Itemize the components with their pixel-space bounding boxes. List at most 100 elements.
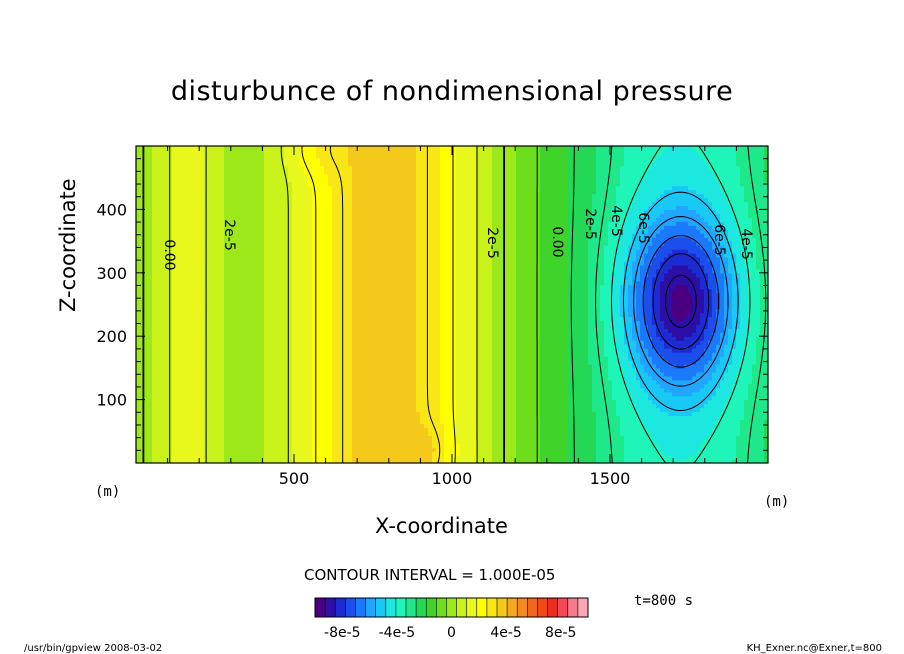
field-cell [368, 391, 373, 397]
field-cell [184, 252, 189, 258]
field-cell [168, 157, 173, 163]
field-cell [344, 344, 349, 349]
field-cell [384, 348, 389, 353]
field-cell [152, 383, 157, 389]
field-cell [316, 304, 321, 310]
field-cell [384, 359, 389, 365]
field-cell [332, 395, 337, 401]
field-cell [156, 276, 161, 282]
field-cell [228, 173, 233, 179]
field-cell [332, 324, 337, 329]
field-cell [324, 316, 329, 321]
field-cell [300, 419, 305, 424]
field-cell [376, 320, 381, 325]
field-cell [148, 411, 153, 417]
field-cell [304, 229, 309, 234]
field-cell [280, 415, 285, 421]
field-cell [224, 459, 229, 463]
field-cell [188, 209, 193, 214]
field-cell [320, 443, 325, 448]
field-cell [372, 209, 377, 214]
field-cell [200, 403, 205, 409]
field-cell [140, 276, 145, 282]
field-cell [268, 268, 273, 274]
field-cell [156, 336, 161, 341]
field-cell [244, 146, 249, 151]
field-cell [276, 336, 281, 341]
field-cell [212, 252, 217, 258]
field-cell [244, 157, 249, 163]
field-cell [344, 320, 349, 325]
field-cell [144, 379, 149, 385]
field-cell [320, 264, 325, 270]
field-cell [180, 161, 185, 167]
field-cell [324, 201, 329, 207]
field-cell [232, 165, 237, 171]
field-cell [292, 260, 297, 266]
field-cell [356, 395, 361, 401]
field-cell [168, 213, 173, 218]
field-cell [160, 383, 165, 389]
field-cell [332, 181, 337, 187]
field-cell [156, 209, 161, 214]
field-cell [364, 316, 369, 321]
field-cell [296, 415, 301, 421]
field-cell [248, 371, 253, 377]
field-cell [148, 272, 153, 278]
field-cell [180, 431, 185, 436]
field-cell [240, 435, 245, 440]
field-cell [208, 419, 213, 424]
field-cell [252, 435, 257, 440]
field-cell [276, 237, 281, 242]
field-cell [364, 431, 369, 436]
field-cell [368, 415, 373, 421]
field-cell [212, 407, 217, 413]
field-cell [224, 308, 229, 314]
field-cell [172, 455, 177, 460]
field-cell [276, 296, 281, 302]
field-cell [340, 146, 345, 151]
field-cell [300, 308, 305, 314]
field-cell [184, 249, 189, 254]
field-cell [324, 292, 329, 298]
field-cell [200, 439, 205, 444]
field-cell [188, 189, 193, 195]
field-cell [140, 459, 145, 463]
field-cell [312, 383, 317, 389]
field-cell [168, 237, 173, 242]
field-cell [368, 320, 373, 325]
field-cell [240, 205, 245, 210]
field-cell [248, 146, 253, 151]
field-cell [332, 225, 337, 230]
field-cell [224, 177, 229, 183]
field-cell [264, 348, 269, 353]
field-cell [260, 352, 265, 357]
field-cell [288, 403, 293, 409]
field-cell [168, 411, 173, 417]
field-cell [140, 193, 145, 199]
field-cell [136, 356, 141, 361]
field-cell [276, 411, 281, 417]
field-cell [144, 455, 149, 460]
field-cell [284, 447, 289, 452]
field-cell [176, 217, 181, 222]
field-cell [240, 181, 245, 187]
field-cell [372, 181, 377, 187]
field-cell [192, 352, 197, 357]
field-cell [328, 252, 333, 258]
field-cell [304, 260, 309, 266]
field-cell [332, 435, 337, 440]
field-cell [264, 419, 269, 424]
field-cell [348, 363, 353, 369]
field-cell [308, 300, 313, 306]
field-cell [160, 459, 165, 463]
field-cell [172, 399, 177, 405]
field-cell [164, 237, 169, 242]
field-cell [200, 201, 205, 207]
field-cell [360, 173, 365, 179]
field-cell [268, 296, 273, 302]
field-cell [164, 284, 169, 290]
field-cell [260, 153, 265, 159]
field-cell [304, 304, 309, 310]
field-cell [280, 177, 285, 183]
